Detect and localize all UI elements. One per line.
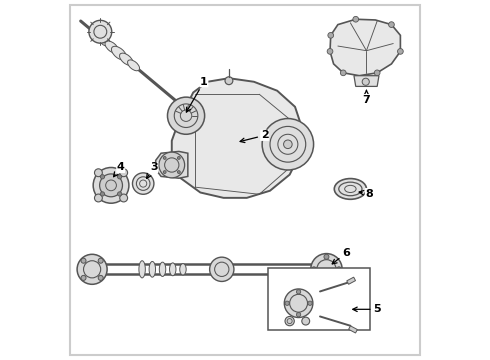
Ellipse shape [159, 262, 166, 276]
Bar [268, 267, 370, 330]
Circle shape [389, 22, 394, 27]
Circle shape [311, 253, 342, 285]
Polygon shape [330, 19, 400, 76]
Circle shape [177, 157, 180, 159]
Circle shape [163, 171, 166, 174]
Circle shape [285, 301, 289, 305]
Circle shape [341, 70, 346, 76]
Circle shape [337, 267, 342, 272]
Circle shape [100, 192, 104, 196]
Ellipse shape [149, 261, 155, 277]
Circle shape [374, 70, 380, 76]
Text: 7: 7 [363, 90, 370, 105]
Circle shape [98, 275, 103, 280]
Circle shape [159, 152, 185, 178]
Polygon shape [172, 78, 302, 198]
Circle shape [95, 194, 102, 202]
Circle shape [99, 174, 122, 197]
Circle shape [296, 290, 301, 294]
Ellipse shape [170, 263, 176, 276]
Circle shape [296, 312, 301, 317]
Circle shape [353, 17, 359, 22]
Circle shape [120, 194, 127, 202]
Circle shape [210, 257, 234, 282]
Circle shape [168, 97, 205, 134]
Ellipse shape [334, 179, 367, 199]
Circle shape [118, 175, 122, 179]
Text: 2: 2 [240, 130, 269, 143]
Ellipse shape [98, 36, 110, 46]
Circle shape [95, 169, 102, 177]
Circle shape [163, 157, 166, 159]
Ellipse shape [105, 41, 119, 53]
Circle shape [132, 173, 154, 194]
Circle shape [284, 140, 292, 149]
Circle shape [285, 316, 294, 326]
Circle shape [328, 32, 334, 38]
Circle shape [98, 258, 103, 263]
Text: 3: 3 [147, 162, 158, 178]
Circle shape [324, 254, 329, 259]
Ellipse shape [111, 46, 126, 60]
Bar [348, 326, 357, 333]
Circle shape [262, 118, 314, 170]
Circle shape [312, 267, 317, 272]
Ellipse shape [120, 53, 133, 66]
Circle shape [93, 167, 129, 203]
Circle shape [118, 192, 122, 196]
Text: 1: 1 [186, 77, 208, 112]
Ellipse shape [127, 60, 140, 71]
Circle shape [362, 78, 369, 85]
Text: 6: 6 [332, 248, 350, 264]
Circle shape [284, 289, 313, 318]
Text: 5: 5 [353, 304, 381, 314]
Circle shape [100, 175, 104, 179]
Circle shape [397, 49, 403, 54]
Circle shape [81, 275, 86, 280]
Circle shape [225, 77, 233, 85]
Circle shape [89, 20, 112, 43]
Circle shape [120, 169, 127, 177]
Circle shape [81, 258, 86, 263]
Ellipse shape [180, 264, 186, 275]
Text: 4: 4 [114, 162, 124, 177]
Bar [347, 277, 356, 284]
Circle shape [302, 317, 310, 325]
Ellipse shape [139, 261, 146, 278]
Circle shape [177, 171, 180, 174]
Circle shape [308, 301, 312, 305]
Circle shape [77, 254, 107, 284]
Polygon shape [156, 152, 188, 178]
Circle shape [327, 49, 333, 54]
Circle shape [324, 279, 329, 284]
Text: 8: 8 [359, 189, 373, 199]
Polygon shape [354, 76, 379, 86]
